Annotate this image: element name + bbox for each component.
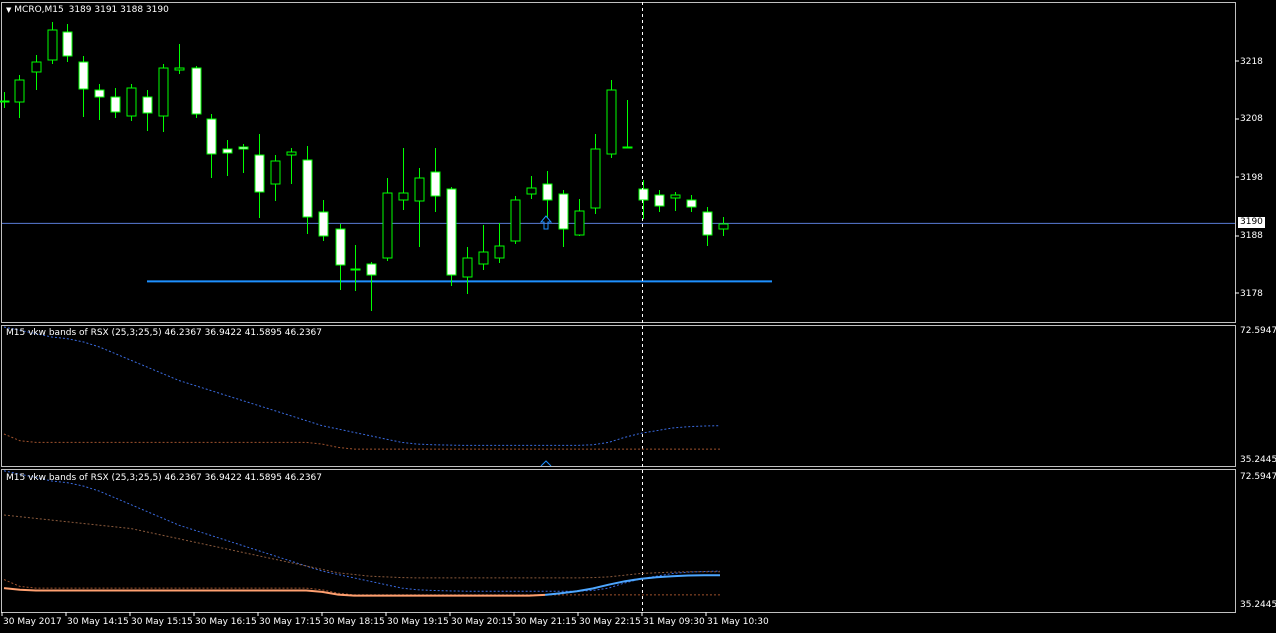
indicator1-scale-bottom: 35.2445 bbox=[1240, 455, 1276, 465]
candle-bear bbox=[94, 89, 105, 98]
time-axis-label: 30 May 14:15 bbox=[67, 617, 129, 627]
time-axis-label: 30 May 18:15 bbox=[323, 617, 385, 627]
candle-bear bbox=[110, 96, 121, 113]
candle-bear bbox=[446, 188, 457, 276]
candle-bull bbox=[590, 148, 601, 209]
candle-bull bbox=[414, 177, 425, 202]
candle-bear bbox=[0, 100, 10, 103]
candle-bull bbox=[174, 67, 185, 71]
candle-bull bbox=[270, 160, 281, 185]
candle-bear bbox=[62, 31, 73, 57]
candle-bear bbox=[318, 211, 329, 237]
candle-bull bbox=[382, 192, 393, 259]
candle-bear bbox=[335, 228, 346, 266]
candle-bull bbox=[526, 187, 537, 195]
price-axis-label: 3218 bbox=[1240, 57, 1263, 67]
candle-bull bbox=[47, 29, 58, 61]
candle-bull bbox=[510, 199, 521, 242]
candle-bear bbox=[654, 194, 665, 207]
candle-bear bbox=[558, 193, 569, 230]
candle-bull bbox=[622, 146, 633, 149]
indicator1-upper-band bbox=[3, 326, 721, 446]
signal-up-arrow-icon bbox=[539, 215, 553, 230]
symbol-header[interactable]: ▼ MCRO,M15 3189 3191 3188 3190 bbox=[6, 5, 169, 15]
candle-bull bbox=[494, 245, 505, 259]
candle-bull bbox=[462, 257, 473, 278]
price-axis-label: 3178 bbox=[1240, 289, 1263, 299]
symbol-label: MCRO,M15 bbox=[14, 5, 64, 15]
time-axis-label: 30 May 2017 bbox=[3, 617, 62, 627]
indicator2-title: M15 vkw bands of RSX (25,3;25,5) 46.2367… bbox=[6, 473, 323, 483]
candle-bull bbox=[574, 210, 585, 236]
candle-bear bbox=[191, 67, 202, 115]
time-axis-label: 30 May 19:15 bbox=[387, 617, 449, 627]
indicator2-scale-top: 72.5947 bbox=[1240, 472, 1276, 482]
candle-bear bbox=[430, 171, 441, 197]
candle-bear bbox=[702, 211, 713, 236]
candle-bull bbox=[670, 194, 681, 199]
candle-bull bbox=[398, 192, 409, 201]
candle-bull bbox=[31, 61, 42, 73]
rsx-line-up bbox=[544, 574, 720, 596]
time-axis-label: 30 May 17:15 bbox=[259, 617, 321, 627]
time-axis-label: 30 May 16:15 bbox=[195, 617, 257, 627]
current-price-tag: 3190 bbox=[1238, 217, 1265, 228]
candle-bear bbox=[542, 183, 553, 201]
candle-bull bbox=[158, 67, 169, 117]
candle-bear bbox=[302, 159, 313, 218]
candle-bull bbox=[606, 89, 617, 155]
indicator1-title: M15 vkw bands of RSX (25,3;25,5) 46.2367… bbox=[6, 328, 323, 338]
candle-bull bbox=[286, 151, 297, 156]
candle-bear bbox=[638, 188, 649, 201]
price-axis-label: 3198 bbox=[1240, 173, 1263, 183]
candle-bear bbox=[78, 61, 89, 90]
candle-bear bbox=[366, 263, 377, 276]
candle-bear bbox=[206, 118, 217, 155]
pane-border bbox=[1, 2, 1236, 323]
pane-border bbox=[1, 325, 1236, 467]
indicator2-upper-band bbox=[3, 470, 721, 592]
indicator2-scale-bottom: 35.2445 bbox=[1240, 600, 1276, 610]
candle-bear bbox=[686, 199, 697, 208]
indicator1-scale-top: 72.5947 bbox=[1240, 326, 1276, 336]
candle-bear bbox=[254, 154, 265, 193]
candle-bull bbox=[350, 268, 361, 271]
indicator2-lower-band bbox=[3, 579, 720, 596]
candle-bull bbox=[14, 79, 25, 103]
header-menu-arrow-icon[interactable]: ▼ bbox=[6, 6, 12, 14]
candle-bull bbox=[478, 251, 489, 265]
price-axis-label: 3188 bbox=[1240, 231, 1263, 241]
candle-bull bbox=[718, 223, 729, 230]
rsx-line-down bbox=[3, 587, 546, 597]
candle-bull bbox=[126, 87, 137, 117]
time-axis-label: 30 May 21:15 bbox=[515, 617, 577, 627]
candle-bear bbox=[142, 96, 153, 114]
time-axis-label: 30 May 20:15 bbox=[451, 617, 513, 627]
candle-bear bbox=[222, 148, 233, 154]
ohlc-values: 3189 3191 3188 3190 bbox=[68, 5, 169, 15]
indicator1-lower-band bbox=[3, 433, 720, 450]
price-axis-label: 3208 bbox=[1240, 114, 1263, 124]
indicator2-mid-band bbox=[3, 514, 720, 579]
time-axis-label: 30 May 15:15 bbox=[131, 617, 193, 627]
time-axis-label: 30 May 22:15 bbox=[579, 617, 641, 627]
time-axis-label: 31 May 09:30 bbox=[643, 617, 705, 627]
time-axis-label: 31 May 10:30 bbox=[707, 617, 769, 627]
candle-bear bbox=[238, 146, 249, 150]
pane-border bbox=[1, 469, 1236, 613]
indicator1-marker-icon bbox=[540, 460, 552, 467]
